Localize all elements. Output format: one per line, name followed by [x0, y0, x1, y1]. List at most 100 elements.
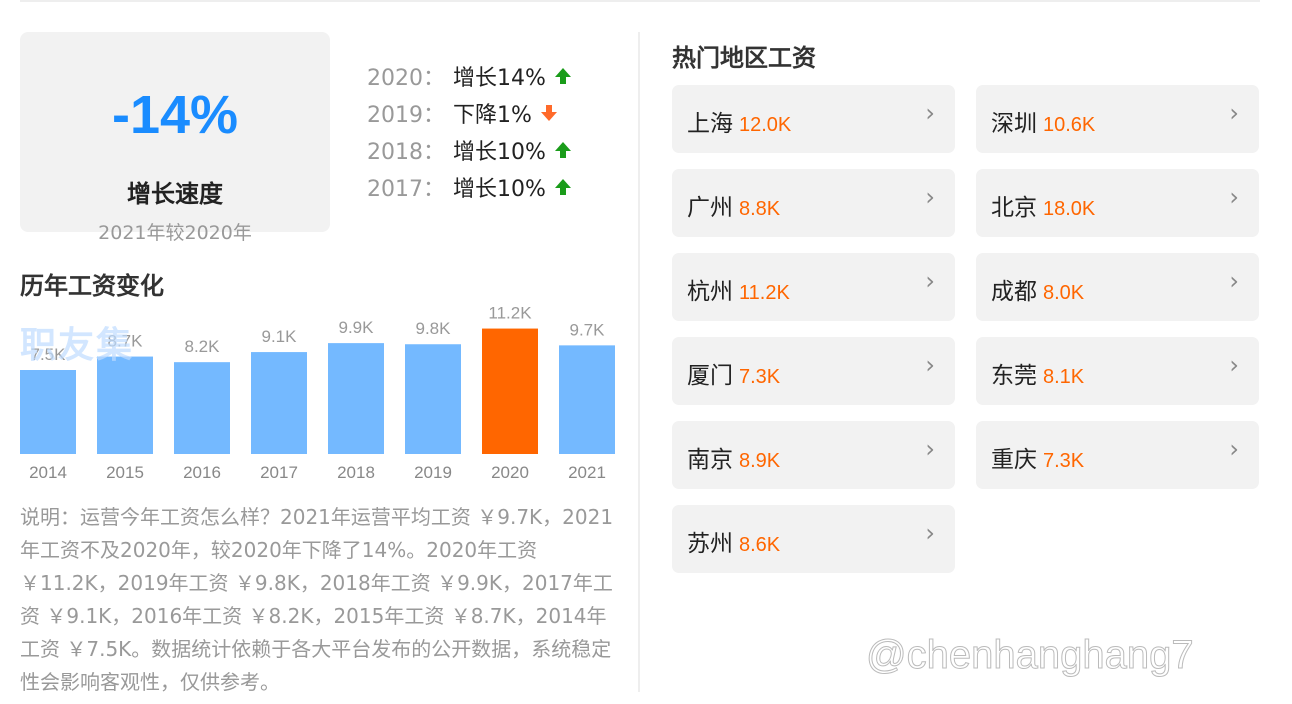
city-name: 深圳 10.6K: [991, 104, 1095, 138]
arrow-up-icon: [554, 171, 572, 208]
growth-text: 增长10%: [453, 177, 546, 202]
chevron-right-icon: ›: [1229, 351, 1239, 379]
city-name-label: 南京: [687, 447, 733, 473]
growth-text: 下降1%: [453, 103, 532, 128]
growth-text: 增长10%: [453, 140, 546, 165]
city-name-label: 广州: [687, 195, 733, 221]
salary-history-chart: 7.5K 2014 8.7K 2015 8.2K 2016 9.1K 2017 9.9K 2018…: [20, 300, 620, 490]
bar-value-label: 9.9K: [339, 318, 375, 337]
growth-label: 增长速度: [127, 180, 223, 208]
city-card[interactable]: 广州 8.8K ›: [672, 169, 955, 237]
yearly-growth-row: 2017： 增长10%: [367, 171, 572, 208]
growth-year: 2019：: [367, 103, 445, 128]
bar-2021[interactable]: [559, 345, 615, 454]
city-salary: 8.8K: [739, 198, 781, 220]
growth-year: 2017：: [367, 177, 445, 202]
bar-value-label: 11.2K: [488, 304, 532, 323]
city-card[interactable]: 重庆 7.3K ›: [976, 421, 1259, 489]
chevron-right-icon: ›: [925, 435, 935, 463]
bar-2014[interactable]: [20, 370, 76, 454]
city-name: 南京 8.9K: [687, 440, 780, 474]
arrow-down-icon: [540, 97, 558, 134]
city-salary: 12.0K: [739, 114, 792, 136]
city-card[interactable]: 北京 18.0K ›: [976, 169, 1259, 237]
city-name-label: 深圳: [991, 111, 1037, 137]
city-name: 苏州 8.6K: [687, 524, 780, 558]
city-card[interactable]: 深圳 10.6K ›: [976, 85, 1259, 153]
city-salary: 10.6K: [1043, 114, 1096, 136]
city-name-label: 杭州: [687, 279, 733, 305]
bar-value-label: 8.7K: [108, 332, 144, 351]
bar-value-label: 9.8K: [416, 319, 452, 338]
city-salary: 8.6K: [739, 534, 781, 556]
bar-value-label: 9.1K: [262, 327, 298, 346]
x-tick-label: 2019: [414, 463, 452, 482]
top-divider: [20, 0, 1260, 2]
growth-card: -14% 增长速度 2021年较2020年: [20, 32, 330, 244]
chevron-right-icon: ›: [1229, 435, 1239, 463]
bar-2020[interactable]: [482, 328, 538, 454]
chevron-right-icon: ›: [925, 351, 935, 379]
city-name: 杭州 11.2K: [687, 272, 790, 306]
salary-description: 说明：运营今年工资怎么样？2021年运营平均工资 ￥9.7K，2021年工资不及…: [20, 505, 614, 694]
city-name: 重庆 7.3K: [991, 440, 1084, 474]
yearly-growth-row: 2018： 增长10%: [367, 134, 572, 171]
chevron-right-icon: ›: [1229, 99, 1239, 127]
growth-subtitle: 2021年较2020年: [98, 222, 252, 244]
jiyou-watermark: 职友集: [20, 325, 135, 366]
city-name-label: 东莞: [991, 363, 1037, 389]
salary-bar-chart: 7.5K 2014 8.7K 2015 8.2K 2016 9.1K 2017 9.9K 2018…: [20, 304, 615, 482]
column-divider: [638, 32, 640, 692]
bar-value-label: 9.7K: [570, 320, 606, 339]
hot-regions-title: 热门地区工资: [672, 44, 816, 72]
chevron-right-icon: ›: [925, 99, 935, 127]
x-tick-label: 2020: [491, 463, 529, 482]
city-salary: 18.0K: [1043, 198, 1096, 220]
arrow-up-icon: [554, 134, 572, 171]
bar-2016[interactable]: [174, 362, 230, 454]
chevron-right-icon: ›: [925, 267, 935, 295]
x-tick-label: 2017: [260, 463, 298, 482]
x-tick-label: 2018: [337, 463, 375, 482]
arrow-up-icon: [554, 60, 572, 97]
growth-value: -14%: [111, 85, 239, 145]
bar-2015[interactable]: [97, 356, 153, 454]
bar-2018[interactable]: [328, 343, 384, 454]
growth-year: 2018：: [367, 140, 445, 165]
city-name: 厦门 7.3K: [687, 356, 780, 390]
chevron-right-icon: ›: [1229, 183, 1239, 211]
city-salary: 8.1K: [1043, 366, 1085, 388]
yearly-growth-list: 2020： 增长14% 2019： 下降1% 2018： 增长10% 2017： 增长1…: [367, 60, 572, 208]
x-tick-label: 2016: [183, 463, 221, 482]
x-tick-label: 2021: [568, 463, 606, 482]
bar-2017[interactable]: [251, 352, 307, 454]
city-card[interactable]: 杭州 11.2K ›: [672, 253, 955, 321]
growth-text: 增长14%: [453, 66, 546, 91]
city-card[interactable]: 上海 12.0K ›: [672, 85, 955, 153]
yearly-growth-row: 2020： 增长14%: [367, 60, 572, 97]
chevron-right-icon: ›: [925, 183, 935, 211]
city-salary: 8.9K: [739, 450, 781, 472]
city-name: 上海 12.0K: [687, 104, 791, 138]
chevron-right-icon: ›: [925, 519, 935, 547]
city-salary: 8.0K: [1043, 282, 1085, 304]
city-name: 广州 8.8K: [687, 188, 780, 222]
city-card[interactable]: 苏州 8.6K ›: [672, 505, 955, 573]
city-card[interactable]: 东莞 8.1K ›: [976, 337, 1259, 405]
city-name-label: 厦门: [687, 363, 733, 389]
chevron-right-icon: ›: [1229, 267, 1239, 295]
city-salary: 7.3K: [1043, 450, 1085, 472]
city-card[interactable]: 厦门 7.3K ›: [672, 337, 955, 405]
city-card[interactable]: 南京 8.9K ›: [672, 421, 955, 489]
city-name: 东莞 8.1K: [991, 356, 1084, 390]
bar-2019[interactable]: [405, 344, 461, 454]
city-card[interactable]: 成都 8.0K ›: [976, 253, 1259, 321]
x-tick-label: 2015: [106, 463, 144, 482]
city-name: 北京 18.0K: [991, 188, 1095, 222]
yearly-growth-row: 2019： 下降1%: [367, 97, 572, 134]
bar-value-label: 8.2K: [185, 337, 221, 356]
x-tick-label: 2014: [29, 463, 67, 482]
user-watermark: @chenhanghang7: [866, 633, 1195, 678]
history-title: 历年工资变化: [20, 272, 164, 300]
bar-value-label: 7.5K: [31, 345, 67, 364]
